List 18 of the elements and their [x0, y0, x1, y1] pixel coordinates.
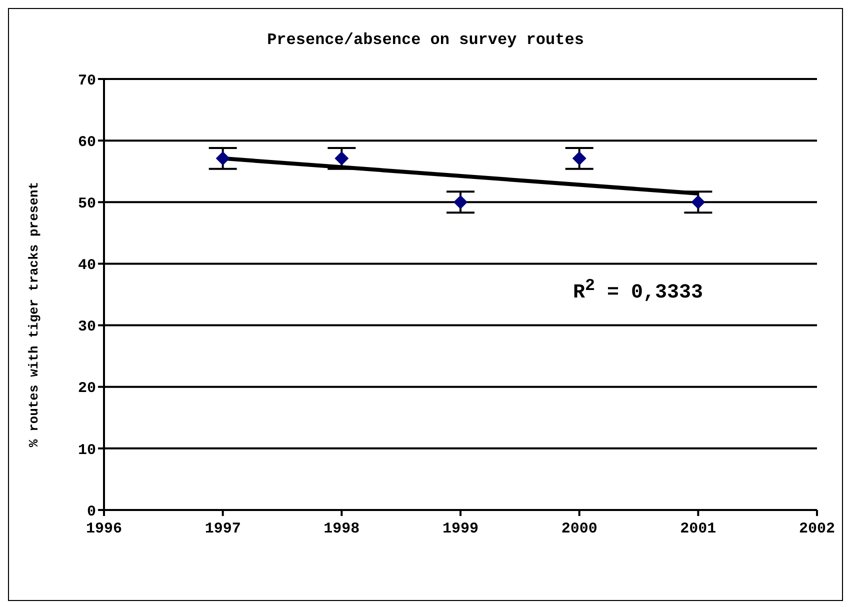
x-tick-label: 1997	[204, 520, 241, 538]
y-axis-title: % routes with tiger tracks present	[26, 182, 42, 448]
x-tick-label: 1999	[442, 520, 479, 538]
x-tick-label: 2001	[680, 520, 716, 538]
x-tick-label: 2000	[561, 520, 598, 538]
x-tick-label: 2002	[798, 520, 836, 538]
y-tick-label: 60	[78, 134, 96, 151]
y-tick-label: 30	[78, 318, 96, 336]
y-tick-label: 0	[86, 503, 96, 520]
y-tick-label: 50	[78, 195, 96, 212]
y-tick-label: 70	[78, 72, 96, 90]
chart-title: Presence/absence on survey routes	[266, 31, 585, 49]
x-tick-label: 1998	[324, 520, 360, 538]
y-tick-label: 10	[78, 442, 96, 459]
y-tick-label: 40	[78, 257, 96, 274]
y-tick-label: 20	[78, 380, 96, 398]
annotation: R$^{2}$ = 0,3333	[569, 277, 708, 305]
x-tick-label: 1996	[86, 520, 122, 538]
